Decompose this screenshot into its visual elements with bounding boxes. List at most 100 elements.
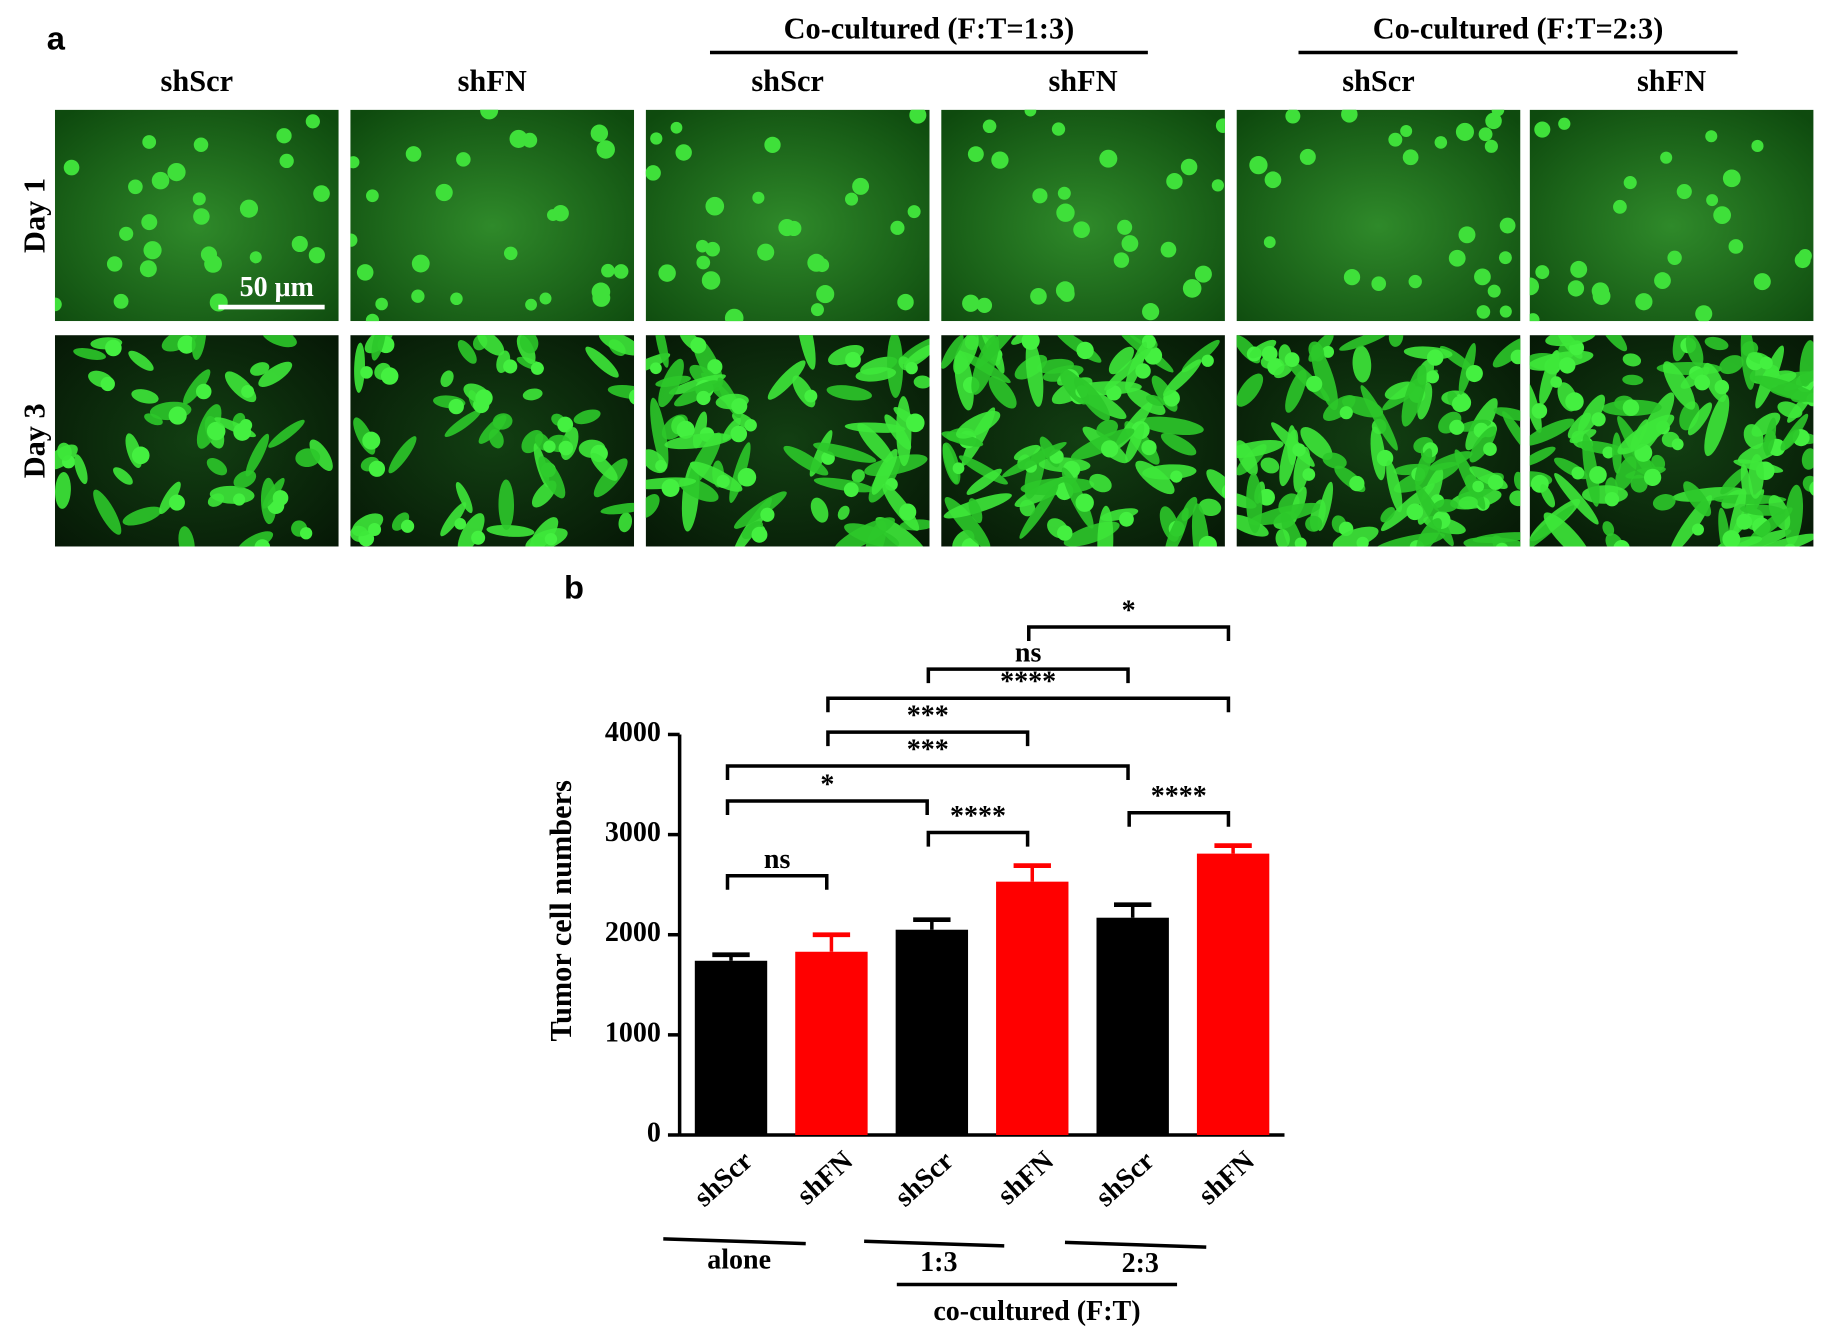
- cell: [1211, 179, 1224, 192]
- cell: [1198, 498, 1222, 517]
- cell: [1487, 474, 1504, 491]
- cell: [716, 474, 730, 488]
- cell: [239, 199, 259, 218]
- micrograph: [645, 109, 930, 322]
- cell: [1604, 491, 1620, 507]
- cell: [1417, 468, 1444, 525]
- cell: [206, 457, 228, 476]
- cell: [851, 469, 865, 483]
- column-header: shFN: [458, 64, 527, 98]
- cell: [1401, 364, 1427, 427]
- cell: [650, 397, 669, 470]
- cell: [741, 521, 764, 539]
- micrograph: [941, 335, 1225, 547]
- cell: [1483, 442, 1497, 456]
- cell: [897, 293, 914, 311]
- cell: [139, 260, 157, 278]
- cell: [1529, 379, 1542, 433]
- cell: [1322, 345, 1335, 358]
- significance-label: ***: [907, 734, 949, 765]
- cell: [661, 478, 680, 497]
- cell: [195, 383, 212, 400]
- cell: [543, 440, 556, 453]
- cell: [1660, 151, 1673, 164]
- cell: [1651, 454, 1666, 471]
- micrograph-content: [1236, 335, 1521, 547]
- micrograph-bg: [645, 109, 930, 322]
- cell: [1713, 494, 1787, 505]
- micrograph-content: [54, 109, 339, 322]
- cell: [1469, 426, 1497, 463]
- cell: [1343, 268, 1361, 286]
- micrograph: [1529, 109, 1814, 322]
- cell: [1164, 507, 1189, 547]
- cell: [492, 413, 513, 430]
- cell: [1406, 503, 1424, 521]
- cell: [411, 254, 430, 273]
- cell: [1139, 416, 1204, 436]
- cell: [724, 308, 744, 322]
- cell: [141, 214, 158, 231]
- cell: [585, 346, 619, 378]
- cell: [1493, 407, 1521, 422]
- cell: [737, 467, 757, 487]
- cell: [1685, 335, 1704, 367]
- group-caption: co-cultured (F:T): [933, 1296, 1140, 1327]
- cell: [1764, 417, 1777, 456]
- cell: [1073, 221, 1090, 239]
- significance-label: ****: [950, 801, 1006, 832]
- cell: [1802, 475, 1814, 493]
- cell: [309, 439, 333, 472]
- cell: [368, 522, 382, 536]
- cell: [73, 348, 106, 360]
- cell: [1748, 453, 1764, 499]
- cell: [796, 335, 816, 370]
- cell: [1434, 136, 1448, 149]
- cell: [1578, 394, 1606, 435]
- y-axis-label: Tumor cell numbers: [544, 780, 578, 1042]
- cell: [855, 367, 897, 382]
- cell: [1695, 305, 1713, 322]
- cell: [1567, 280, 1585, 297]
- significance-label: ns: [764, 844, 791, 875]
- significance-label: *: [1122, 595, 1136, 626]
- cell: [1032, 188, 1048, 204]
- cell: [1142, 303, 1160, 321]
- cell: [1630, 474, 1648, 493]
- cell: [1371, 276, 1387, 292]
- cell: [276, 128, 292, 144]
- cell: [245, 433, 270, 477]
- cell: [151, 171, 170, 190]
- cell: [1246, 473, 1263, 534]
- cell: [177, 335, 196, 354]
- cell: [457, 340, 477, 364]
- cell: [519, 335, 539, 354]
- cell: [913, 375, 930, 389]
- cell: [1160, 241, 1177, 258]
- cell: [168, 494, 185, 511]
- cell: [1554, 473, 1599, 525]
- cell: [618, 512, 633, 533]
- cell: [1722, 530, 1741, 547]
- significance-bracket: [826, 730, 1030, 747]
- cell: [1059, 286, 1075, 302]
- micrograph: [1236, 109, 1521, 322]
- significance-bracket: [725, 874, 829, 890]
- cell: [1498, 251, 1512, 265]
- cell: [143, 241, 162, 260]
- significance-bracket: [826, 696, 1231, 713]
- cell: [1676, 183, 1692, 200]
- significance-bracket: [1027, 625, 1231, 642]
- cell: [1414, 448, 1433, 487]
- cell: [1592, 287, 1611, 305]
- cell: [907, 205, 921, 219]
- cell: [1540, 484, 1556, 508]
- cell: [366, 189, 379, 203]
- cell: [350, 233, 358, 247]
- cell: [804, 389, 818, 403]
- significance-label: ***: [907, 701, 949, 732]
- cell: [1263, 236, 1276, 249]
- cell: [1529, 277, 1540, 296]
- cell: [1458, 226, 1476, 244]
